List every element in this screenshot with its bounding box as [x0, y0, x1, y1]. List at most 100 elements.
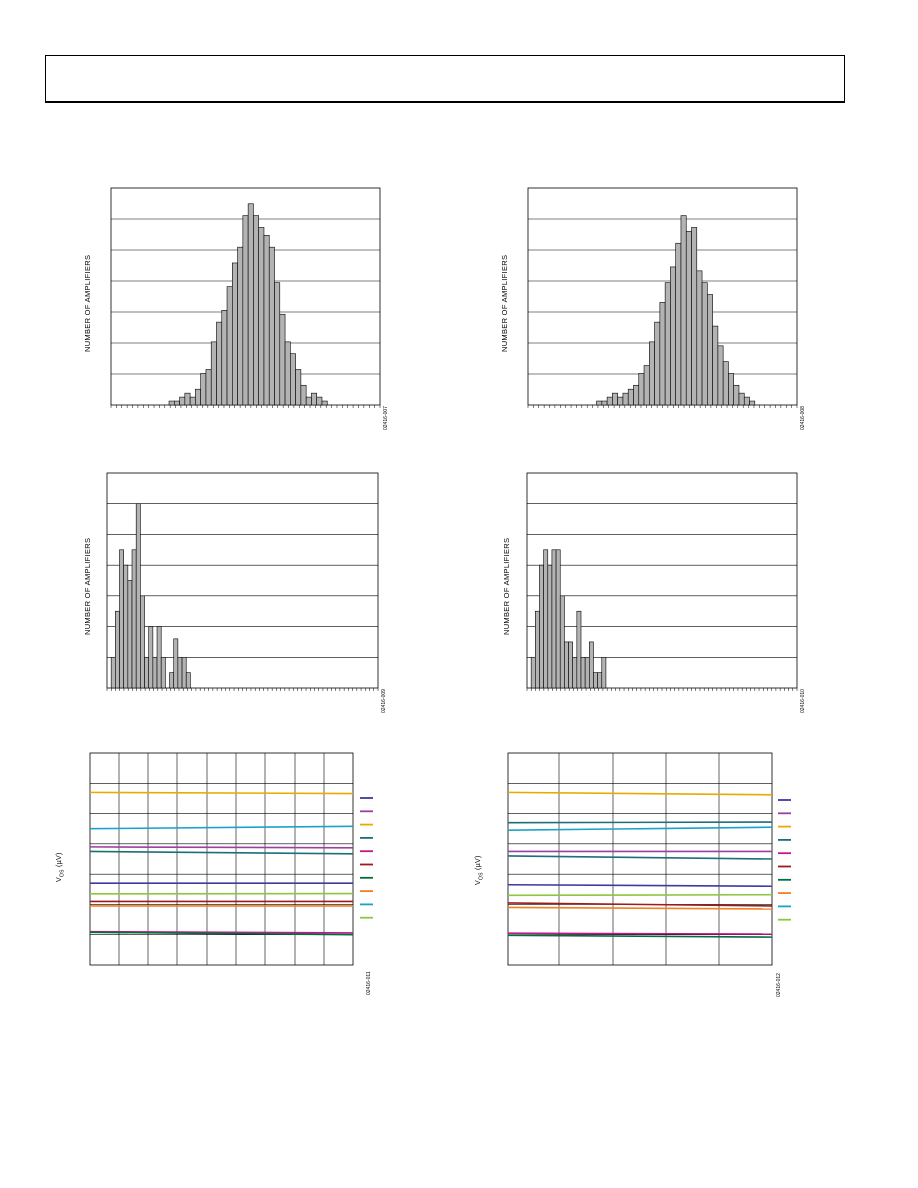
histogram-bar [738, 392, 745, 406]
histogram-bar [169, 672, 175, 689]
vos-2-label-unit: (µV) [475, 855, 482, 870]
histogram-bar [612, 392, 618, 406]
histogram-bar [131, 549, 137, 689]
series-line [507, 821, 773, 824]
series-line [507, 883, 773, 888]
histogram-bar [247, 203, 254, 406]
histogram-bar [316, 396, 323, 406]
histogram-bar [601, 400, 608, 406]
histogram-bar [584, 656, 590, 689]
histogram-bar [722, 361, 729, 406]
histogram-bar [596, 400, 603, 406]
histogram-bar [530, 656, 536, 689]
plot-frame [106, 472, 379, 689]
series-line [507, 855, 773, 860]
vos-chart-1: VOS (µV) 02416-011 [50, 745, 390, 1005]
histogram-bar [321, 400, 328, 406]
histogram-bar [659, 302, 666, 406]
histogram-bar [263, 235, 270, 406]
histogram-1-svg [110, 187, 381, 408]
histogram-1-y-axis-label: NUMBER OF AMPLIFIERS [83, 254, 92, 352]
histogram-bar [601, 656, 607, 689]
vos-1-label-main: V [56, 877, 63, 882]
histogram-bar [242, 215, 249, 406]
histogram-bar [148, 626, 154, 689]
histogram-bar [195, 388, 201, 406]
histogram-bar [185, 672, 191, 689]
histogram-bar [237, 246, 244, 406]
histogram-bar [216, 321, 223, 406]
histogram-bar [115, 610, 120, 689]
series-line [507, 902, 773, 907]
vos-1-label-unit: (µV) [56, 852, 63, 867]
histogram-bar [685, 231, 692, 406]
histogram-bar [572, 656, 578, 689]
histogram-bar [638, 373, 645, 406]
histogram-4-y-axis-label: NUMBER OF AMPLIFIERS [502, 537, 511, 635]
histogram-bar [123, 564, 129, 689]
histogram-bar [205, 369, 212, 406]
histogram-bar [200, 373, 207, 406]
histogram-bar [712, 325, 719, 406]
series-line [507, 906, 773, 910]
series-line [89, 850, 354, 855]
histogram-bar [184, 392, 191, 406]
histogram-bar [670, 266, 676, 406]
histogram-bar [733, 384, 740, 406]
histogram-bar [295, 369, 302, 406]
histogram-bar [290, 353, 296, 406]
histogram-bar [305, 396, 312, 406]
histogram-bar [696, 270, 703, 406]
vos-2-y-axis-label: VOS (µV) [475, 855, 484, 885]
histogram-bar [221, 310, 228, 406]
histogram-chart-1: NUMBER OF AMPLIFIERS 02416-007 [75, 180, 405, 440]
histogram-bar [622, 392, 629, 406]
histogram-bar [268, 246, 275, 406]
histogram-3-figure-id: 02416-009 [381, 689, 387, 713]
histogram-bar [152, 656, 158, 689]
histogram-bar [576, 610, 582, 689]
histogram-3-svg [106, 472, 379, 691]
histogram-bar [633, 384, 640, 406]
page-header-box [45, 55, 845, 103]
histogram-bar [743, 396, 750, 406]
series-line [89, 930, 354, 934]
histogram-bar [627, 388, 634, 406]
histogram-bar [691, 227, 698, 406]
histogram-bar [144, 656, 149, 689]
plot-frame [89, 752, 354, 966]
series-line [507, 791, 773, 796]
histogram-bar [119, 549, 124, 689]
histogram-bar [156, 626, 162, 689]
histogram-bar [580, 656, 586, 689]
histogram-bar [173, 400, 180, 406]
histogram-bar [168, 400, 175, 406]
vos-2-figure-id: 02416-012 [776, 973, 782, 997]
histogram-4-figure-id: 02416-010 [800, 689, 806, 713]
histogram-bar [728, 373, 735, 406]
histogram-4-svg [526, 472, 798, 691]
histogram-bar [300, 384, 307, 406]
histogram-bar [707, 294, 713, 406]
histogram-bar [597, 672, 603, 689]
vos-2-label-sub: OS [478, 872, 485, 881]
histogram-chart-2: NUMBER OF AMPLIFIERS 02416-008 [492, 180, 822, 440]
series-line [89, 931, 354, 936]
histogram-3-y-axis-label: NUMBER OF AMPLIFIERS [83, 537, 92, 635]
histogram-bar [675, 242, 682, 406]
histogram-bar [606, 396, 613, 406]
histogram-2-y-axis-label: NUMBER OF AMPLIFIERS [500, 254, 509, 352]
vos-2-svg [507, 752, 791, 966]
histogram-bar [189, 396, 196, 406]
vos-1-label-sub: OS [59, 869, 66, 878]
histogram-bar [274, 282, 281, 406]
histogram-bar [555, 549, 561, 689]
series-line [89, 846, 354, 849]
histogram-bar [593, 672, 598, 689]
histogram-bar [135, 503, 141, 689]
histogram-bar [140, 595, 145, 689]
histogram-bar [643, 365, 650, 406]
histogram-bar [535, 610, 540, 689]
histogram-bar [559, 595, 565, 689]
series-line [507, 893, 773, 897]
